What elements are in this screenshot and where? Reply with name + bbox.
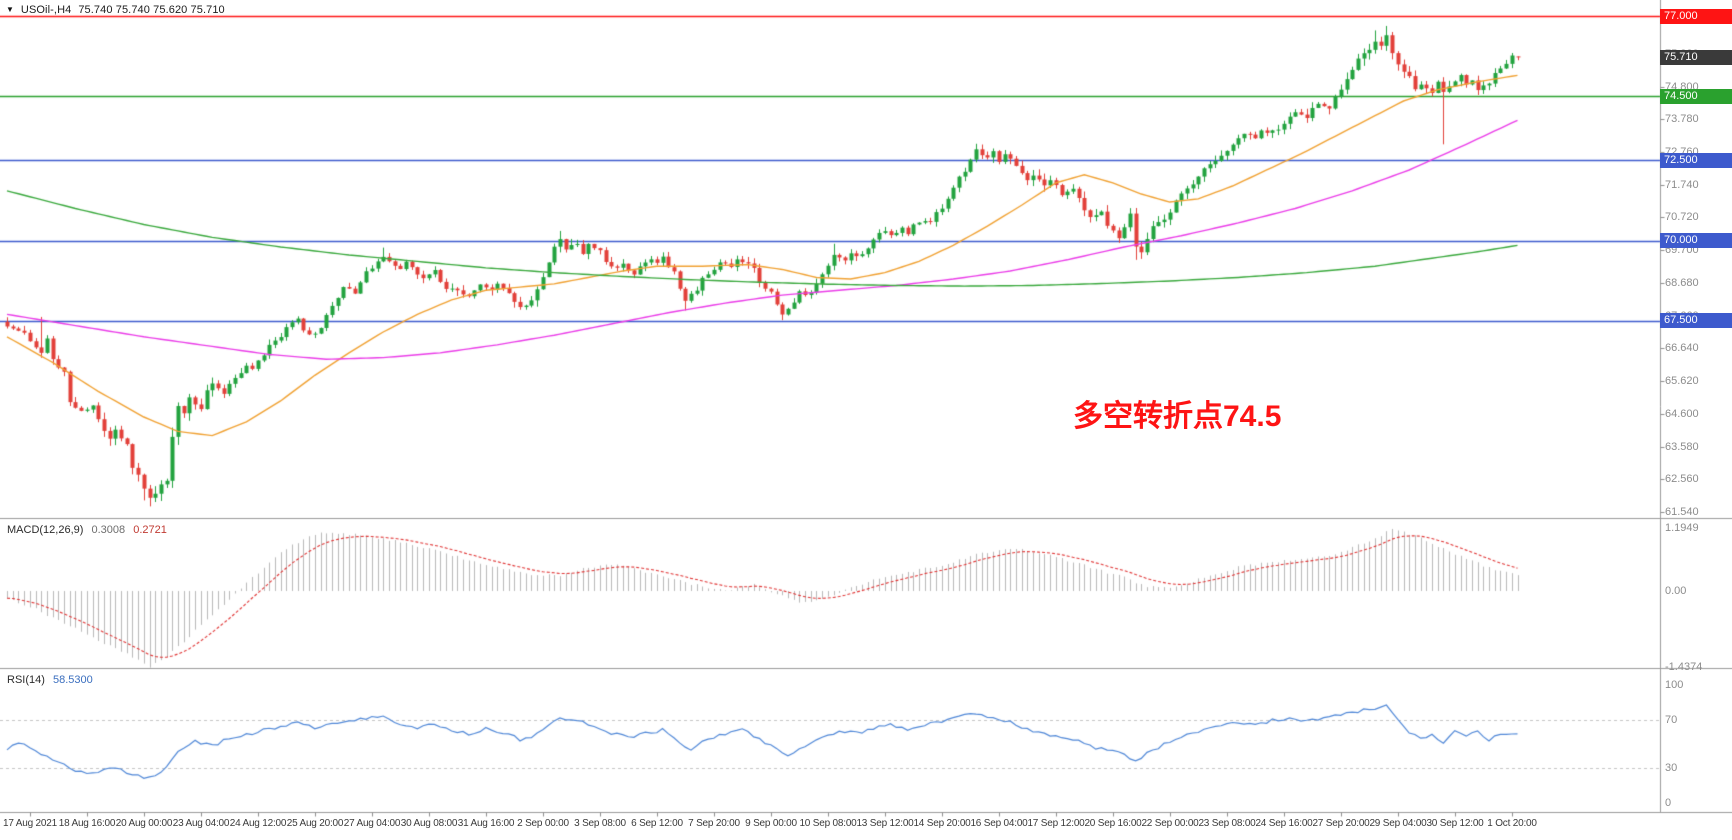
price-level-badge: 74.500 bbox=[1660, 88, 1732, 104]
time-label: 24 Aug 12:00 bbox=[229, 818, 287, 829]
time-label: 3 Sep 08:00 bbox=[574, 818, 626, 829]
symbol-timeframe-label: USOil-,H4 bbox=[20, 4, 72, 16]
time-label: 1 Oct 20:00 bbox=[1487, 818, 1537, 829]
time-label: 23 Sep 08:00 bbox=[1198, 818, 1256, 829]
time-label: 13 Sep 12:00 bbox=[856, 818, 914, 829]
rsi-indicator-label: RSI(14) 58.5300 bbox=[7, 674, 93, 686]
price-tick-label: 65.620 bbox=[1665, 375, 1699, 388]
time-label: 27 Aug 04:00 bbox=[343, 818, 401, 829]
chart-annotation-text: 多空转折点74.5 bbox=[1073, 400, 1282, 433]
price-level-badge: 72.500 bbox=[1660, 152, 1732, 168]
time-label: 7 Sep 20:00 bbox=[688, 818, 740, 829]
macd-indicator-label: MACD(12,26,9) 0.3008 0.2721 bbox=[7, 524, 167, 536]
price-tick-label: 62.560 bbox=[1665, 473, 1699, 486]
price-tick-label: 71.740 bbox=[1665, 178, 1699, 191]
macd-main-value: 0.3008 bbox=[91, 524, 126, 536]
price-tick-label: 73.780 bbox=[1665, 113, 1699, 126]
time-label: 10 Sep 08:00 bbox=[799, 818, 857, 829]
time-label: 24 Sep 16:00 bbox=[1255, 818, 1313, 829]
price-tick-label: 70.720 bbox=[1665, 211, 1699, 224]
price-tick-label: 66.640 bbox=[1665, 342, 1699, 355]
macd-signal-value: 0.2721 bbox=[133, 524, 167, 536]
time-label: 16 Sep 04:00 bbox=[970, 818, 1028, 829]
price-level-badge: 77.000 bbox=[1660, 8, 1732, 24]
chart-header: ▼ USOil-,H4 75.740 75.740 75.620 75.710 bbox=[6, 4, 225, 16]
collapse-indicator-icon[interactable]: ▼ bbox=[6, 5, 14, 14]
time-label: 20 Sep 16:00 bbox=[1084, 818, 1142, 829]
time-label: 18 Aug 16:00 bbox=[58, 818, 116, 829]
time-axis[interactable]: 17 Aug 2021 18 Aug 16:00 20 Aug 00:00 23 Au… bbox=[0, 813, 1732, 840]
rsi-value: 58.5300 bbox=[52, 674, 93, 686]
macd-axis-label: 1.1949 bbox=[1665, 522, 1699, 535]
time-label: 29 Sep 04:00 bbox=[1369, 818, 1427, 829]
rsi-axis-label: 70 bbox=[1665, 714, 1678, 727]
price-tick-label: 68.680 bbox=[1665, 276, 1699, 289]
price-level-badge: 70.000 bbox=[1660, 233, 1732, 249]
time-label: 9 Sep 00:00 bbox=[745, 818, 797, 829]
time-label: 20 Aug 00:00 bbox=[115, 818, 173, 829]
price-tick-label: 63.580 bbox=[1665, 440, 1699, 453]
price-level-badge: 67.500 bbox=[1660, 313, 1732, 329]
macd-name: MACD(12,26,9) bbox=[7, 524, 84, 536]
current-price-badge: 75.710 bbox=[1660, 49, 1732, 65]
time-label: 30 Aug 08:00 bbox=[400, 818, 458, 829]
time-label: 30 Sep 12:00 bbox=[1426, 818, 1484, 829]
rsi-axis-label: 0 bbox=[1665, 797, 1672, 809]
price-axis[interactable]: 76.84075.82074.80073.78072.76071.74070.7… bbox=[1660, 0, 1732, 812]
price-tick-label: 64.600 bbox=[1665, 407, 1699, 420]
macd-axis-label: 0.00 bbox=[1665, 585, 1687, 597]
time-label: 31 Aug 16:00 bbox=[457, 818, 515, 829]
time-label: 23 Aug 04:00 bbox=[172, 818, 230, 829]
time-label: 17 Sep 12:00 bbox=[1027, 818, 1085, 829]
time-label: 22 Sep 00:00 bbox=[1141, 818, 1199, 829]
time-label: 27 Sep 20:00 bbox=[1312, 818, 1370, 829]
time-label: 25 Aug 20:00 bbox=[286, 818, 344, 829]
time-label: 17 Aug 2021 bbox=[3, 818, 57, 829]
rsi-axis-label: 30 bbox=[1665, 761, 1678, 774]
ohlc-values: 75.740 75.740 75.620 75.710 bbox=[78, 4, 225, 16]
time-label: 6 Sep 12:00 bbox=[631, 818, 683, 829]
time-label: 2 Sep 00:00 bbox=[517, 818, 569, 829]
rsi-axis-label: 100 bbox=[1665, 679, 1684, 691]
time-label: 14 Sep 20:00 bbox=[913, 818, 971, 829]
macd-axis-label: -1.4374 bbox=[1665, 660, 1703, 673]
price-tick-label: 61.540 bbox=[1665, 505, 1699, 518]
rsi-name: RSI(14) bbox=[7, 674, 45, 686]
